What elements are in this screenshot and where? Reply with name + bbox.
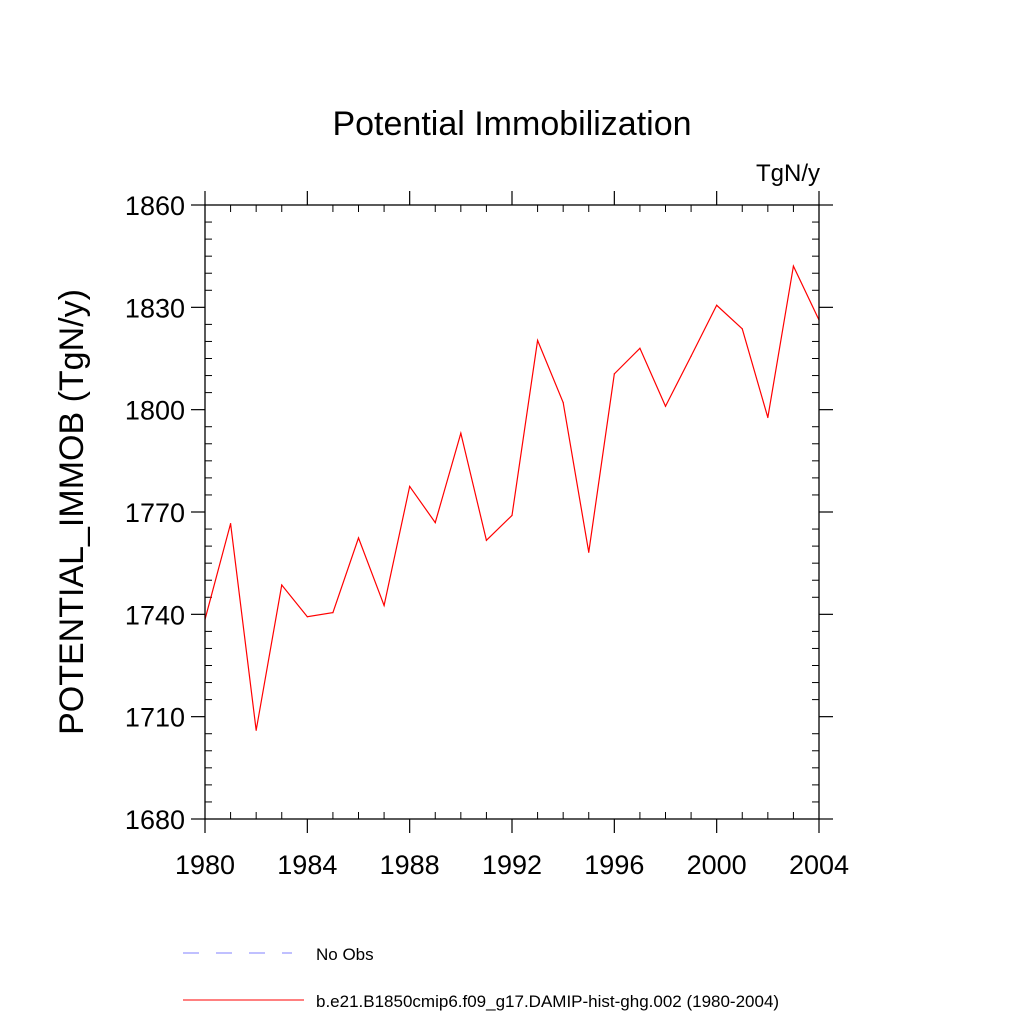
data-point [434, 521, 436, 524]
x-tick-label: 1992 [482, 850, 542, 880]
data-point [229, 522, 232, 525]
y-tick-label: 1710 [125, 703, 185, 733]
axis-ticks [191, 191, 833, 833]
x-tick-label: 2004 [789, 850, 849, 880]
data-series [204, 264, 820, 731]
y-tick-label: 1740 [125, 600, 185, 630]
data-point [792, 265, 795, 267]
y-tick-label: 1830 [125, 293, 185, 323]
data-point [767, 416, 769, 419]
data-point [588, 551, 590, 553]
data-point [613, 373, 615, 375]
data-point [255, 729, 257, 731]
data-point [562, 401, 564, 404]
data-point [511, 514, 513, 517]
data-point [536, 339, 539, 342]
data-point [639, 347, 641, 349]
x-tick-label: 1996 [584, 850, 644, 880]
plot-frame [204, 204, 820, 820]
x-tick-label: 2000 [687, 850, 747, 880]
y-tick-label: 1860 [125, 191, 185, 221]
x-tick-label: 1988 [380, 850, 440, 880]
data-point [383, 604, 385, 607]
y-axis-label: POTENTIAL_IMMOB (TgN/y) [53, 289, 91, 735]
data-point [281, 584, 283, 586]
x-tick-labels: 1980 1984 1988 1992 1996 2000 2004 [175, 850, 849, 880]
legend: No Obs b.e21.B1850cmip6.f09_g17.DAMIP-his… [183, 945, 779, 1011]
y-tick-labels: 1680 1710 1740 1770 1800 1830 1860 [125, 191, 185, 835]
data-point [460, 432, 462, 434]
data-point [664, 405, 667, 407]
x-tick-label: 1980 [175, 850, 235, 880]
data-point [409, 485, 411, 488]
data-point [306, 616, 308, 618]
data-point [690, 355, 692, 357]
y-tick-label: 1770 [125, 498, 185, 528]
data-point [332, 612, 334, 614]
legend-label: b.e21.B1850cmip6.f09_g17.DAMIP-hist-ghg.… [316, 992, 779, 1011]
series-line [204, 264, 820, 731]
y-tick-label: 1680 [125, 805, 185, 835]
data-point [716, 304, 718, 306]
data-point [741, 328, 743, 330]
data-point [357, 537, 360, 539]
chart-title: Potential Immobilization [332, 105, 691, 143]
y-tick-label: 1800 [125, 396, 185, 426]
units-label: TgN/y [756, 160, 820, 187]
legend-label: No Obs [316, 945, 374, 964]
x-tick-label: 1984 [277, 850, 337, 880]
data-point [485, 539, 488, 541]
